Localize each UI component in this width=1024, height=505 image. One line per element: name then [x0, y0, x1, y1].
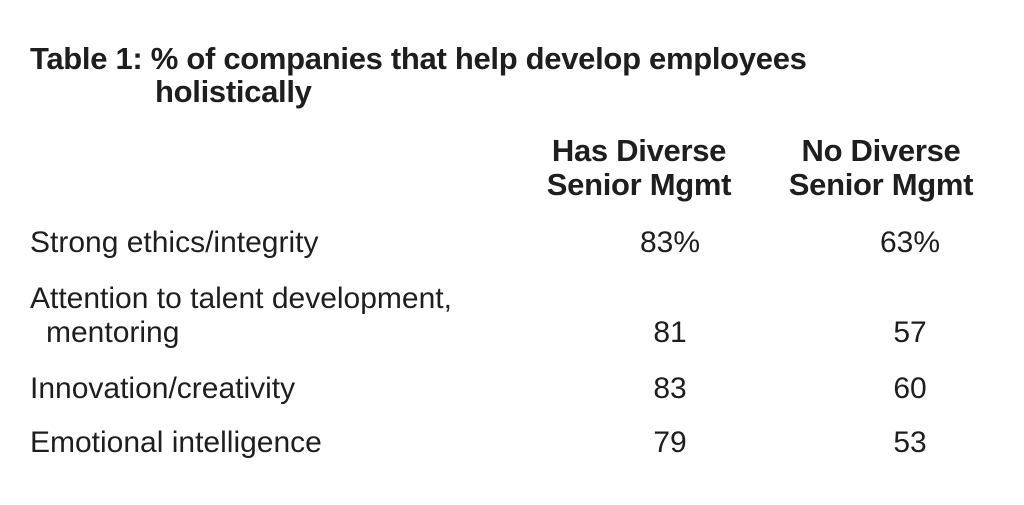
cell-no-diverse: 57: [893, 316, 927, 349]
column-header-no-diverse: No Diverse Senior Mgmt: [765, 134, 997, 202]
table-title-line1: % of companies that help develop employe…: [150, 41, 807, 76]
row-label-line1: Attention to talent development,: [30, 282, 452, 315]
table-title: Table 1: % of companies that help develo…: [30, 42, 930, 108]
column-header-line1: No Diverse: [801, 133, 961, 168]
cell-has-diverse: 79: [653, 426, 687, 459]
column-header-line1: Has Diverse: [551, 133, 727, 168]
cell-has-diverse: 83: [653, 372, 687, 405]
row-label: Emotional intelligence: [30, 426, 322, 459]
column-header-has-diverse: Has Diverse Senior Mgmt: [523, 134, 755, 202]
row-label-line2: mentoring: [46, 316, 180, 349]
cell-no-diverse: 63%: [879, 226, 941, 259]
column-header-line2: Senior Mgmt: [546, 167, 732, 202]
table-title-line2: holistically: [155, 74, 312, 109]
table-title-prefix: Table 1:: [30, 41, 143, 76]
row-label: Innovation/creativity: [30, 372, 296, 405]
cell-has-diverse: 83%: [639, 226, 701, 259]
cell-no-diverse: 60: [893, 372, 927, 405]
cell-has-diverse: 81: [653, 316, 687, 349]
row-label: Strong ethics/integrity: [30, 226, 319, 259]
column-header-line2: Senior Mgmt: [788, 167, 974, 202]
cell-no-diverse: 53: [893, 426, 927, 459]
row-label: Attention to talent development, mentori…: [30, 282, 530, 350]
